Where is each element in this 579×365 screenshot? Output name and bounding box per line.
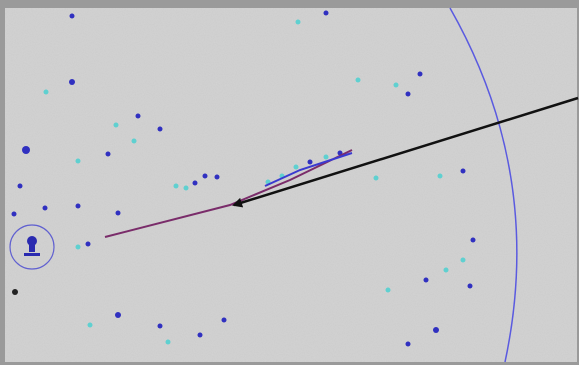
target-dot [471, 238, 476, 243]
target-dot [433, 327, 439, 333]
target-dot [406, 92, 411, 97]
target-dot [174, 184, 179, 189]
target-dot [76, 204, 81, 209]
target-dot [198, 333, 203, 338]
target-dot [294, 165, 299, 170]
radar-screen [0, 0, 579, 365]
target-dot [12, 212, 17, 217]
target-dot [43, 206, 48, 211]
target-dot [215, 175, 220, 180]
target-dot [88, 323, 93, 328]
target-dot [222, 318, 227, 323]
target-dot [22, 146, 30, 154]
target-dot [374, 176, 379, 181]
display-noise [5, 8, 577, 362]
target-dot [106, 152, 111, 157]
target-dot [184, 186, 189, 191]
target-dot [116, 211, 121, 216]
station-icon [24, 253, 40, 256]
target-dot [158, 324, 163, 329]
target-dot [115, 312, 121, 318]
target-dot [69, 79, 75, 85]
target-dot [444, 268, 449, 273]
target-dot [386, 288, 391, 293]
target-dot [394, 83, 399, 88]
station-icon [27, 236, 37, 246]
target-dot [308, 160, 313, 165]
target-dot [203, 174, 208, 179]
target-dot [12, 289, 18, 295]
target-dot [418, 72, 423, 77]
target-dot [324, 11, 329, 16]
page [0, 0, 579, 365]
target-dot [132, 139, 137, 144]
target-dot [424, 278, 429, 283]
target-dot [461, 258, 466, 263]
target-dot [76, 245, 81, 250]
target-dot [461, 169, 466, 174]
target-dot [356, 78, 361, 83]
target-dot [324, 155, 329, 160]
target-dot [18, 184, 23, 189]
target-dot [158, 127, 163, 132]
target-dot [86, 242, 91, 247]
target-dot [136, 114, 141, 119]
target-dot [438, 174, 443, 179]
target-dot [406, 342, 411, 347]
target-dot [296, 20, 301, 25]
target-dot [468, 284, 473, 289]
station-icon [29, 245, 35, 252]
target-dot [44, 90, 49, 95]
target-dot [166, 340, 171, 345]
target-dot [193, 181, 198, 186]
target-dot [114, 123, 119, 128]
target-dot [70, 14, 75, 19]
target-dot [76, 159, 81, 164]
